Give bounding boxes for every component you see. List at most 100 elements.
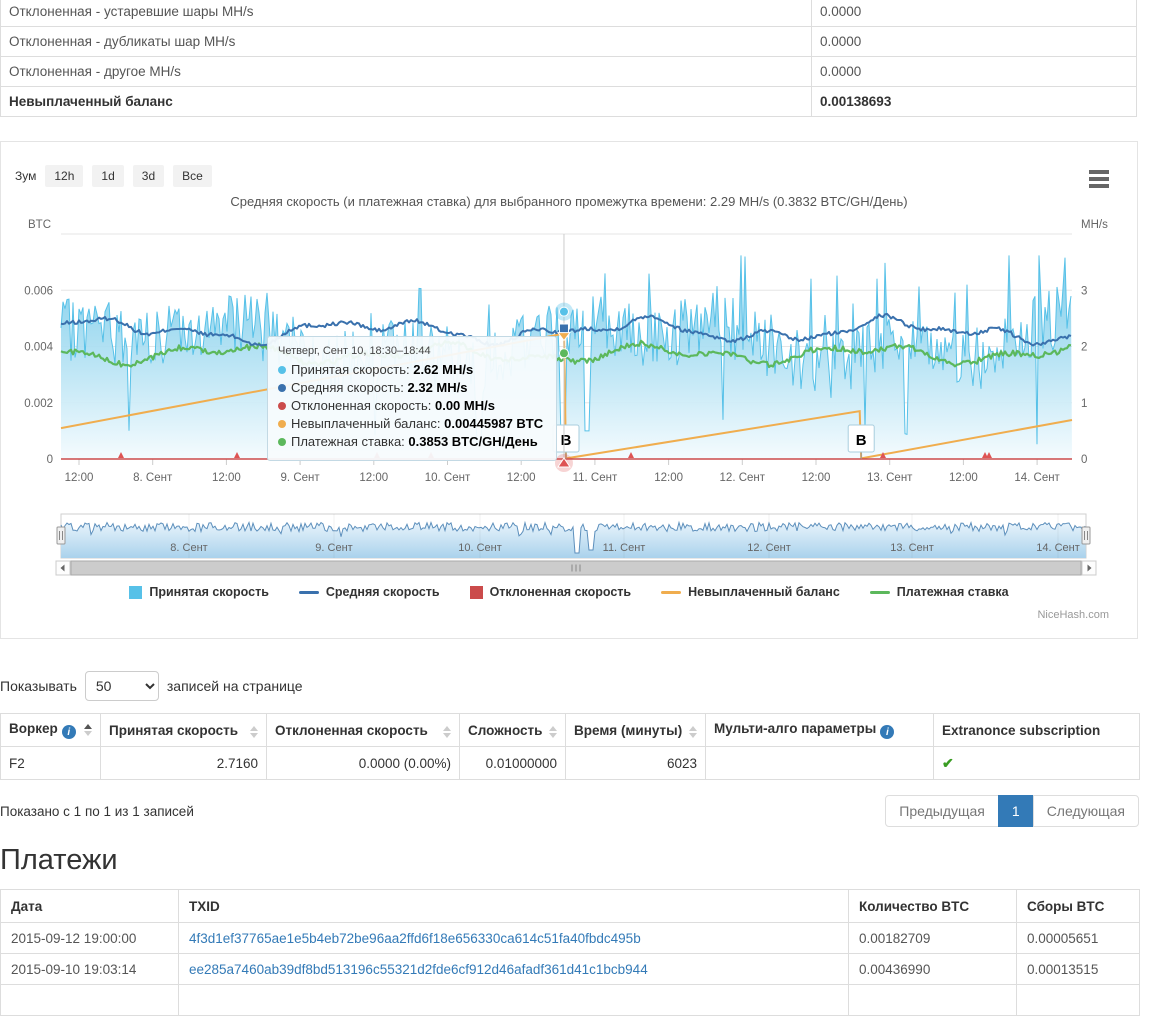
workers-column-header: Extranonce subscription: [933, 713, 1140, 747]
sort-icon[interactable]: [250, 725, 258, 738]
workers-column-header: Мульти-алго параметры i: [705, 713, 934, 747]
navigator-handle[interactable]: [56, 526, 66, 545]
pagination-previous-button[interactable]: Предыдущая: [885, 795, 999, 827]
summary-value: 0.00138693: [811, 86, 1137, 117]
series-dot-icon: [278, 366, 286, 374]
worker-name: F2: [0, 746, 101, 780]
zoom-button-3d[interactable]: 3d: [132, 165, 165, 187]
chart-title: Средняя скорость (и платежная ставка) дл…: [230, 194, 908, 209]
hover-marker-rejected: [557, 457, 571, 468]
payment-row-partial: [0, 984, 1140, 1016]
pagination-page-1-button[interactable]: 1: [997, 795, 1034, 827]
hover-marker-accepted: [558, 306, 569, 317]
workers-column-header[interactable]: Воркер i: [0, 713, 101, 747]
rejected-spike-marker: [880, 452, 886, 458]
x-tick-label: 12:00: [654, 472, 683, 484]
sort-icon[interactable]: [443, 725, 451, 738]
page-size-select[interactable]: 50: [84, 671, 159, 701]
series-dot-icon: [278, 402, 286, 410]
navigator-handle[interactable]: [1081, 526, 1091, 545]
legend-item[interactable]: Принятая скорость: [129, 585, 269, 599]
chart-menu-icon[interactable]: [1089, 170, 1109, 191]
payment-fee: 0.00005651: [1016, 922, 1140, 954]
series-dot-icon: [278, 384, 286, 392]
summary-table: Отклоненная - устаревшие шары MH/s 0.0000…: [0, 0, 1137, 117]
worker-value: 6023: [565, 746, 706, 780]
payment-txid-link[interactable]: ee285a7460ab39df8bd513196c55321d2fde6cf9…: [189, 961, 648, 977]
chart-zoom-controls: Зум 12h 1d 3d Все: [15, 165, 212, 187]
payment-cell-empty: [0, 984, 179, 1016]
y-right-tick: 3: [1081, 285, 1087, 297]
tooltip-header: Четверг, Сент 10, 18:30–18:44: [278, 345, 431, 357]
summary-value: 0.0000: [811, 56, 1137, 87]
summary-value: 0.0000: [811, 0, 1137, 27]
sort-icon[interactable]: [689, 725, 697, 738]
chart-tooltip: Четверг, Сент 10, 18:30–18:44 Принятая с…: [267, 336, 557, 461]
payment-row: 2015-09-12 19:00:00 4f3d1ef37765ae1e5b4eb…: [0, 922, 1140, 954]
legend-swatch-icon: [298, 590, 319, 594]
payment-amount: 0.00436990: [848, 953, 1017, 985]
sort-icon[interactable]: [84, 723, 92, 736]
zoom-button-все[interactable]: Все: [173, 165, 212, 187]
workers-table-footer: Показано с 1 по 1 из 1 записей Предыдуща…: [0, 794, 1139, 828]
workers-column-header[interactable]: Время (минуты): [565, 713, 706, 747]
navigator-label: 12. Сент: [747, 542, 791, 554]
payment-cell-empty: [178, 984, 849, 1016]
series-dot-icon: [278, 420, 286, 428]
tooltip-row: Принятая скорость: 2.62 MH/s: [278, 362, 546, 377]
summary-row: Отклоненная - дубликаты шар MH/s 0.0000: [0, 26, 1137, 57]
x-tick-label: 9. Сент: [281, 472, 321, 484]
chart-legend: Принятая скорость Средняя скорость Отклоне…: [1, 585, 1137, 599]
payment-flag[interactable]: [847, 424, 875, 453]
y-axis-right-title: MH/s: [1081, 219, 1108, 231]
info-icon[interactable]: i: [61, 725, 76, 740]
info-icon[interactable]: i: [880, 725, 895, 740]
x-tick-label: 12:00: [359, 472, 388, 484]
legend-label: Невыплаченный баланс: [688, 585, 840, 599]
workers-column-header[interactable]: Отклоненная скорость: [266, 713, 460, 747]
y-right-tick: 2: [1081, 342, 1087, 354]
page-size-label-after: записей на странице: [166, 678, 303, 694]
legend-item[interactable]: Платежная ставка: [869, 585, 1009, 599]
workers-column-header[interactable]: Сложность: [459, 713, 566, 747]
y-left-tick: 0.004: [24, 342, 53, 354]
workers-table: Воркер i Принятая скорость Отклоненная скор…: [0, 713, 1140, 780]
chart-credit-link[interactable]: NiceHash.com: [1037, 609, 1109, 621]
x-tick-label: 12:00: [949, 472, 978, 484]
navigator-label: 14. Сент: [1036, 542, 1080, 554]
summary-label: Отклоненная - устаревшие шары MH/s: [0, 0, 812, 27]
payment-txid-link[interactable]: 4f3d1ef37765ae1e5b4eb72be96aa2ffd6f18e65…: [189, 930, 641, 946]
payments-column-header: Дата: [0, 889, 179, 923]
hover-marker-average: [558, 323, 569, 334]
x-tick-label: 12:00: [212, 472, 241, 484]
summary-row: Невыплаченный баланс 0.00138693: [0, 86, 1137, 117]
rejected-spike-marker: [982, 452, 988, 458]
worker-multialgo: [705, 746, 934, 780]
x-tick-label: 12:00: [65, 472, 94, 484]
legend-item[interactable]: Средняя скорость: [298, 585, 440, 599]
pagination-next-button[interactable]: Следующая: [1032, 795, 1139, 827]
legend-item[interactable]: Невыплаченный баланс: [661, 585, 840, 599]
legend-item[interactable]: Отклоненная скорость: [469, 585, 632, 599]
payments-column-header: TXID: [178, 889, 849, 923]
workers-column-header[interactable]: Принятая скорость: [100, 713, 267, 747]
rejected-spike-marker: [986, 452, 992, 458]
sort-icon[interactable]: [549, 725, 557, 738]
y-right-tick: 1: [1081, 398, 1087, 410]
x-tick-label: 13. Сент: [867, 472, 913, 484]
hover-marker-payrate: [558, 348, 569, 359]
legend-swatch-icon: [129, 585, 143, 599]
worker-extranonce: ✔: [933, 746, 1140, 780]
navigator-label: 13. Сент: [890, 542, 934, 554]
scrollbar-left-arrow-icon: [60, 564, 65, 572]
summary-label: Отклоненная - другое MH/s: [0, 56, 812, 87]
payments-column-header: Количество BTC: [848, 889, 1017, 923]
legend-label: Отклоненная скорость: [489, 585, 632, 599]
x-tick-label: 12:00: [802, 472, 831, 484]
payment-fee: 0.00013515: [1016, 953, 1140, 985]
zoom-button-12h[interactable]: 12h: [45, 165, 84, 187]
zoom-button-1d[interactable]: 1d: [92, 165, 124, 187]
zoom-label: Зум: [15, 169, 37, 183]
tooltip-row: Невыплаченный баланс: 0.00445987 BTC: [278, 416, 546, 431]
payment-cell-empty: [1016, 984, 1140, 1016]
